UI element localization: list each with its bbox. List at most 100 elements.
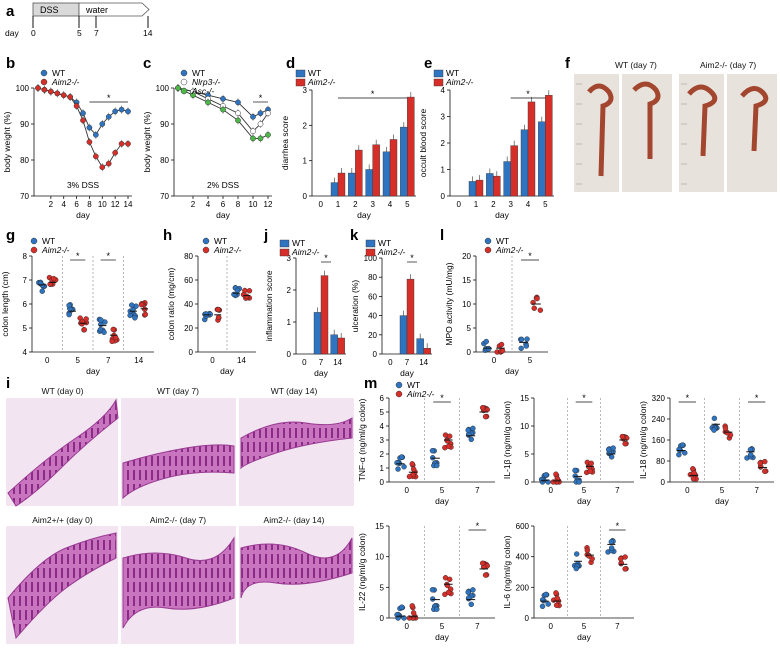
- data-point: [762, 468, 768, 474]
- data-point: [235, 110, 241, 117]
- bar: [475, 179, 484, 197]
- bar: [372, 144, 380, 197]
- x-tick-label: 7: [106, 356, 111, 365]
- data-point: [470, 425, 476, 432]
- data-point: [109, 338, 115, 345]
- legend-marker: [180, 87, 188, 95]
- x-tick-label: 5: [720, 486, 725, 495]
- x-axis-label: day: [577, 632, 591, 642]
- data-point: [539, 603, 546, 610]
- data-point: [553, 602, 560, 608]
- y-tick-label: 0: [373, 350, 378, 359]
- data-point: [101, 329, 107, 335]
- bar: [330, 182, 339, 197]
- data-point: [498, 341, 505, 348]
- data-point: [470, 587, 476, 593]
- x-tick-label: 4: [61, 200, 66, 209]
- y-axis-label: body weight (%): [142, 111, 152, 172]
- data-point: [250, 135, 256, 142]
- x-tick-label: 3: [508, 200, 513, 209]
- data-point: [73, 103, 80, 109]
- x-tick-label: 0: [210, 356, 215, 365]
- y-tick-label: 7: [23, 276, 28, 285]
- data-point: [619, 433, 626, 440]
- histo-6: [239, 526, 354, 644]
- data-point: [48, 88, 54, 95]
- colon-photo-caption-aim2: Aim2-/- (day 7): [700, 60, 757, 70]
- data-point: [39, 288, 45, 294]
- y-tick-label: 2: [287, 286, 292, 295]
- y-tick-label: 100: [16, 84, 30, 93]
- panel-label-f: f: [565, 55, 571, 72]
- y-tick-label: 20: [184, 324, 193, 333]
- data-point: [482, 572, 489, 578]
- x-tick-label: 0: [404, 486, 409, 495]
- x-tick-label: 7: [615, 622, 620, 631]
- x-tick-label: 2: [491, 200, 496, 209]
- data-point: [543, 591, 549, 598]
- legend-label: Aim2-/-: [41, 245, 70, 255]
- data-point: [724, 430, 731, 436]
- y-axis-label: colon length (cm): [0, 271, 10, 336]
- data-point: [265, 110, 271, 117]
- data-point: [676, 452, 682, 458]
- data-point: [406, 473, 413, 480]
- legend-marker: [40, 78, 48, 86]
- panel-a: a DSS water day 0 5 7 14: [5, 2, 153, 38]
- data-point: [395, 466, 401, 472]
- legend-marker: [395, 390, 403, 398]
- y-tick-label: 5: [380, 583, 385, 592]
- legend-label: WT: [496, 236, 509, 246]
- data-point: [572, 467, 578, 474]
- x-axis-label: day: [505, 366, 519, 376]
- y-tick-label: 0: [287, 350, 292, 359]
- y-tick-label: 5: [380, 408, 385, 417]
- bar: [320, 275, 329, 355]
- x-tick-label: 2: [353, 200, 358, 209]
- significance-star: *: [259, 93, 263, 103]
- data-point: [246, 288, 253, 294]
- tissue-3: [240, 417, 353, 470]
- x-axis-label: day: [577, 496, 591, 506]
- x-tick-label: 7: [475, 486, 480, 495]
- bar: [510, 145, 518, 197]
- x-tick-label: 0: [45, 356, 50, 365]
- chart-annotation: 3% DSS: [67, 180, 99, 190]
- x-axis-label: day: [86, 366, 100, 376]
- y-tick-label: 1: [441, 166, 446, 175]
- data-point: [125, 108, 131, 115]
- data-point: [531, 305, 537, 311]
- legend-label: WT: [407, 380, 420, 390]
- legend-marker: [484, 246, 492, 254]
- data-point: [586, 553, 592, 559]
- data-point: [86, 124, 93, 131]
- data-point: [445, 443, 452, 449]
- data-point: [608, 545, 615, 551]
- data-point: [553, 590, 559, 596]
- colon-aim2-1: [687, 84, 718, 157]
- data-point: [80, 110, 86, 117]
- chart-b-body-weight-3pct: 70 80 90 100 body weight (%) day 2 4 6 8 10 12 14 * 3%…: [2, 68, 133, 220]
- y-tick-label: 3: [303, 86, 308, 95]
- data-point: [98, 317, 104, 323]
- colon-wt-1: [587, 83, 614, 177]
- y-tick-label: 10: [375, 553, 384, 562]
- y-tick-label: 10: [520, 422, 529, 431]
- x-tick-label: 1: [336, 200, 341, 209]
- x-tick-label: 2: [191, 200, 196, 209]
- x-axis-label: day: [435, 632, 449, 642]
- y-tick-label: 90: [160, 120, 169, 129]
- data-point: [142, 311, 149, 318]
- data-point: [576, 479, 582, 485]
- x-tick-label: 6: [74, 200, 79, 209]
- data-point: [220, 95, 226, 102]
- significance-star: *: [686, 393, 690, 403]
- x-tick-label: 5: [405, 200, 410, 209]
- tissue-1: [7, 398, 119, 507]
- bar: [416, 338, 424, 355]
- x-tick-label: 14: [134, 356, 143, 365]
- data-point: [757, 460, 763, 466]
- y-tick-label: 6: [380, 394, 385, 403]
- data-point: [444, 582, 451, 589]
- colon-aim2-2: [740, 86, 769, 152]
